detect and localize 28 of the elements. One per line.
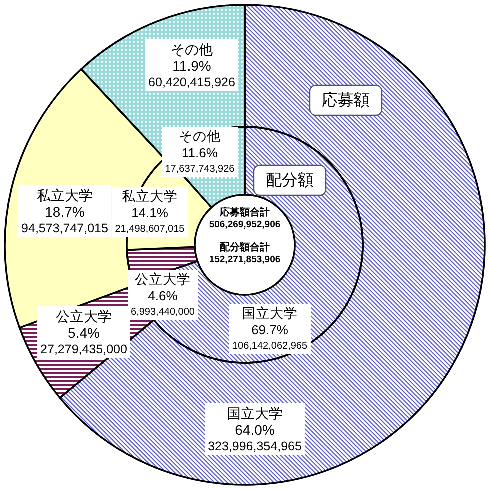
slice-label: 公立大学 xyxy=(135,272,191,287)
data-label: 5.4% 27,279,435,000 xyxy=(40,325,128,356)
label: 私立大学 14.1% 21,498,607,015 xyxy=(112,187,188,237)
label: 国立大学 64.0% 323,996,354,965 xyxy=(205,404,305,456)
data-label: 69.7% 106,142,062,965 xyxy=(232,322,308,352)
slice-label: 国立大学 xyxy=(227,406,283,422)
slice-label: 私立大学 xyxy=(122,189,178,204)
data-label: 11.6% 17,637,743,926 xyxy=(165,146,236,175)
label: 私立大学 18.7% 94,573,747,015 xyxy=(18,186,112,238)
slice-label: 私立大学 xyxy=(37,188,93,204)
label: その他 11.6% 17,637,743,926 xyxy=(162,127,238,177)
data-label: 4.6% 6,993,440,000 xyxy=(131,288,196,318)
title: 応募額 xyxy=(309,84,383,116)
data-label: 11.9% 60,420,415,926 xyxy=(148,58,236,90)
annotation: 配分額合計 152,271,853,906 xyxy=(209,242,281,266)
slice-label: その他 xyxy=(179,129,221,144)
data-label: 64.0% 323,996,354,965 xyxy=(208,422,302,454)
label: その他 11.9% 60,420,415,926 xyxy=(146,40,238,92)
annotation: 応募額合計 506,269,952,906 xyxy=(209,208,281,230)
label: 国立大学 69.7% 106,142,062,965 xyxy=(229,304,311,354)
label: 公立大学 5.4% 27,279,435,000 xyxy=(38,306,130,358)
data-label: 18.7% 94,573,747,015 xyxy=(22,204,108,236)
slice-label: 公立大学 xyxy=(56,308,112,324)
slice-label: その他 xyxy=(171,42,213,58)
data-label: 14.1% 21,498,607,015 xyxy=(115,206,186,235)
label: 公立大学 4.6% 6,993,440,000 xyxy=(128,270,198,320)
title: 配分額 xyxy=(253,164,327,196)
slice-label: 国立大学 xyxy=(242,306,298,321)
